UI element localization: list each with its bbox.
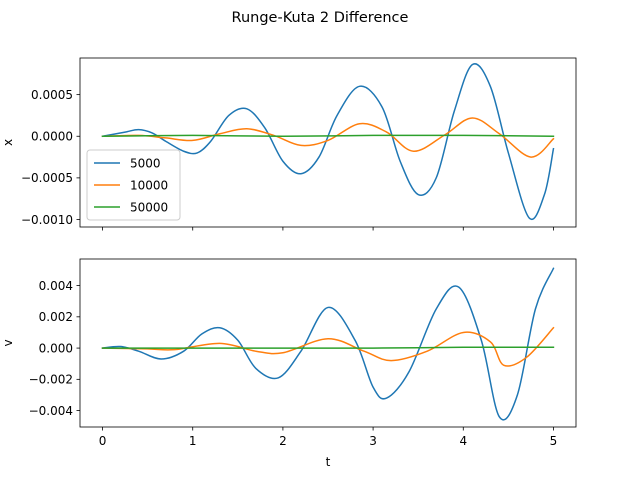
y-tick-label: −0.002 (29, 373, 73, 387)
series-line-10000 (101, 117, 555, 158)
series-line-50000 (101, 134, 555, 138)
y-tick-label: 0.004 (39, 279, 73, 293)
series-lines (101, 63, 555, 221)
legend: 5000 10000 50000 (86, 149, 181, 221)
legend-label-10000: 10000 (130, 179, 168, 193)
legend-frame (86, 149, 181, 221)
y-tick-label: 0.0005 (31, 88, 73, 102)
bottom-axes-v-vs-t: 0 1 2 3 4 5 −0.004 −0.002 0.000 0.002 0.004 v t (1, 258, 577, 469)
series-line-50000 (101, 346, 555, 349)
series-line-5000 (101, 63, 555, 221)
y-axis-label: v (1, 339, 15, 346)
x-tick-label: 5 (550, 434, 558, 448)
legend-label-5000: 5000 (130, 157, 161, 171)
legend-label-50000: 50000 (130, 201, 168, 215)
x-tick-label: 0 (99, 434, 107, 448)
figure-title: Runge-Kuta 2 Difference (232, 10, 409, 26)
y-tick-label: −0.0010 (21, 213, 73, 227)
top-axes-x-vs-t: −0.0010−0.00050.00000.0005x5000100005000… (1, 57, 577, 231)
y-tick-label: 0.000 (39, 341, 73, 355)
x-axis-label: t (326, 455, 331, 469)
y-tick-label: 0.002 (39, 310, 73, 324)
series-lines (101, 267, 555, 421)
axes-frame (79, 258, 577, 428)
series-line-5000 (101, 267, 555, 421)
y-axis-label: x (1, 139, 15, 146)
x-tick-label: 2 (279, 434, 287, 448)
y-tick-label: −0.004 (29, 404, 73, 418)
x-tick-label: 1 (189, 434, 197, 448)
y-tick-label: 0.0000 (31, 130, 73, 144)
x-tick-label: 3 (369, 434, 377, 448)
x-tick-label: 4 (459, 434, 467, 448)
axes-frame (79, 57, 577, 228)
y-tick-label: −0.0005 (21, 171, 73, 185)
